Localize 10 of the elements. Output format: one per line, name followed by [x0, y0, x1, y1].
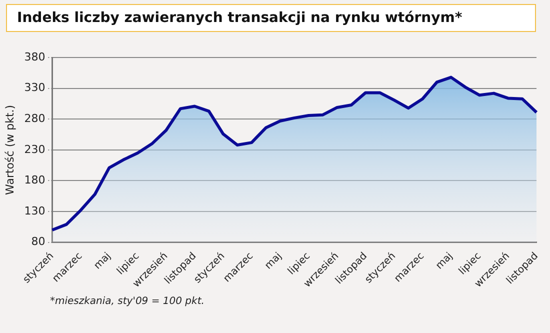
y-tick-label: 380 [24, 50, 46, 64]
y-axis-title: Wartość (w pkt.) [3, 104, 16, 195]
y-tick-label: 230 [24, 142, 46, 156]
y-tick-label: 80 [31, 235, 46, 248]
y-tick-label: 330 [24, 81, 46, 94]
text: *mieszkania, sty'09 = 100 pkt. [50, 296, 204, 307]
y-tick-label: 180 [24, 174, 46, 187]
chart-title: Indeks liczby zawieranych transakcji na rynku wtórnym* [7, 5, 535, 31]
y-tick-label: 130 [24, 204, 46, 218]
y-tick-label: 280 [24, 112, 46, 126]
